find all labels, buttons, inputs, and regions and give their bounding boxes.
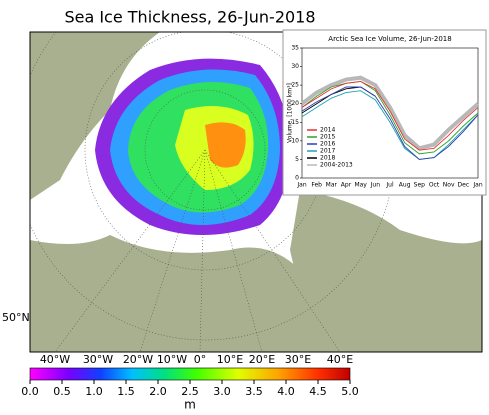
land	[30, 32, 160, 200]
y-tick-label: 10	[291, 137, 299, 144]
x-tick-label: Oct	[429, 182, 440, 189]
lon-label: 10°E	[217, 353, 243, 366]
x-tick-label: Aug	[399, 182, 411, 189]
series-line	[300, 75, 480, 151]
x-tick-label: May	[354, 182, 367, 189]
colorbar-tick-label: 2.5	[181, 385, 199, 398]
series-line	[301, 80, 479, 155]
x-tick-label: Jan	[472, 182, 482, 189]
x-tick-label: Jul	[385, 182, 394, 189]
colorbar-tick-label: 0.5	[53, 385, 71, 398]
lon-label: 10°W	[157, 353, 187, 366]
legend-label: 2016	[320, 141, 335, 148]
inset-panel	[282, 29, 487, 196]
lon-label: 20°W	[123, 353, 153, 366]
lat-label: 50°N	[2, 311, 30, 324]
colorbar-tick-label: 1.0	[85, 385, 103, 398]
lon-label: 0°	[194, 353, 207, 366]
colorbar	[29, 367, 351, 381]
ice-thickest	[205, 122, 246, 168]
y-tick-label: 15	[291, 119, 299, 126]
y-tick-label: 5	[295, 156, 299, 163]
x-tick-label: Jun	[370, 182, 381, 189]
lon-label: 30°E	[285, 353, 311, 366]
land	[290, 190, 482, 352]
y-tick-label: 35	[291, 45, 299, 52]
colorbar-tick-label: 0.0	[21, 385, 39, 398]
lon-label: 30°W	[83, 353, 113, 366]
y-tick-label: 25	[291, 82, 299, 89]
colorbar-unit: m	[184, 398, 196, 412]
lon-label: 40°W	[40, 353, 70, 366]
y-tick-label: 0	[295, 175, 299, 182]
y-tick-label: 20	[291, 100, 299, 107]
y-tick-label: 30	[291, 63, 299, 70]
colorbar-tick-label: 4.0	[277, 385, 295, 398]
colorbar-tick-label: 4.5	[309, 385, 327, 398]
colorbar-tick-label: 5.0	[341, 385, 359, 398]
legend-label: 2014	[320, 127, 335, 134]
x-tick-label: Sep	[414, 182, 426, 189]
lon-label: 20°E	[249, 353, 275, 366]
y-axis-label: Volume, [1000 km³]	[287, 83, 294, 143]
colorbar-tick-label: 3.5	[245, 385, 263, 398]
legend-label: 2018	[320, 155, 335, 162]
series-line	[301, 80, 479, 151]
colorbar-tick-label: 3.0	[213, 385, 231, 398]
legend-label: 2017	[320, 148, 335, 155]
inset-title: Arctic Sea Ice Volume, 26-Jun-2018	[328, 35, 451, 43]
x-tick-label: Mar	[326, 182, 338, 189]
x-tick-label: Dec	[458, 182, 470, 189]
x-tick-label: Jan	[296, 182, 306, 189]
x-tick-label: Feb	[311, 182, 322, 189]
legend-label: 2004-2013	[320, 162, 353, 169]
series-line	[301, 86, 479, 160]
land	[30, 235, 330, 352]
x-tick-label: Apr	[341, 182, 352, 189]
colorbar-tick-label: 1.5	[117, 385, 135, 398]
legend-label: 2015	[320, 134, 335, 141]
colorbar-tick-label: 2.0	[149, 385, 167, 398]
series-line	[301, 90, 479, 160]
map-title: Sea Ice Thickness, 26-Jun-2018	[64, 8, 315, 27]
lon-label: 40°E	[327, 353, 353, 366]
x-tick-label: Nov	[443, 182, 455, 189]
